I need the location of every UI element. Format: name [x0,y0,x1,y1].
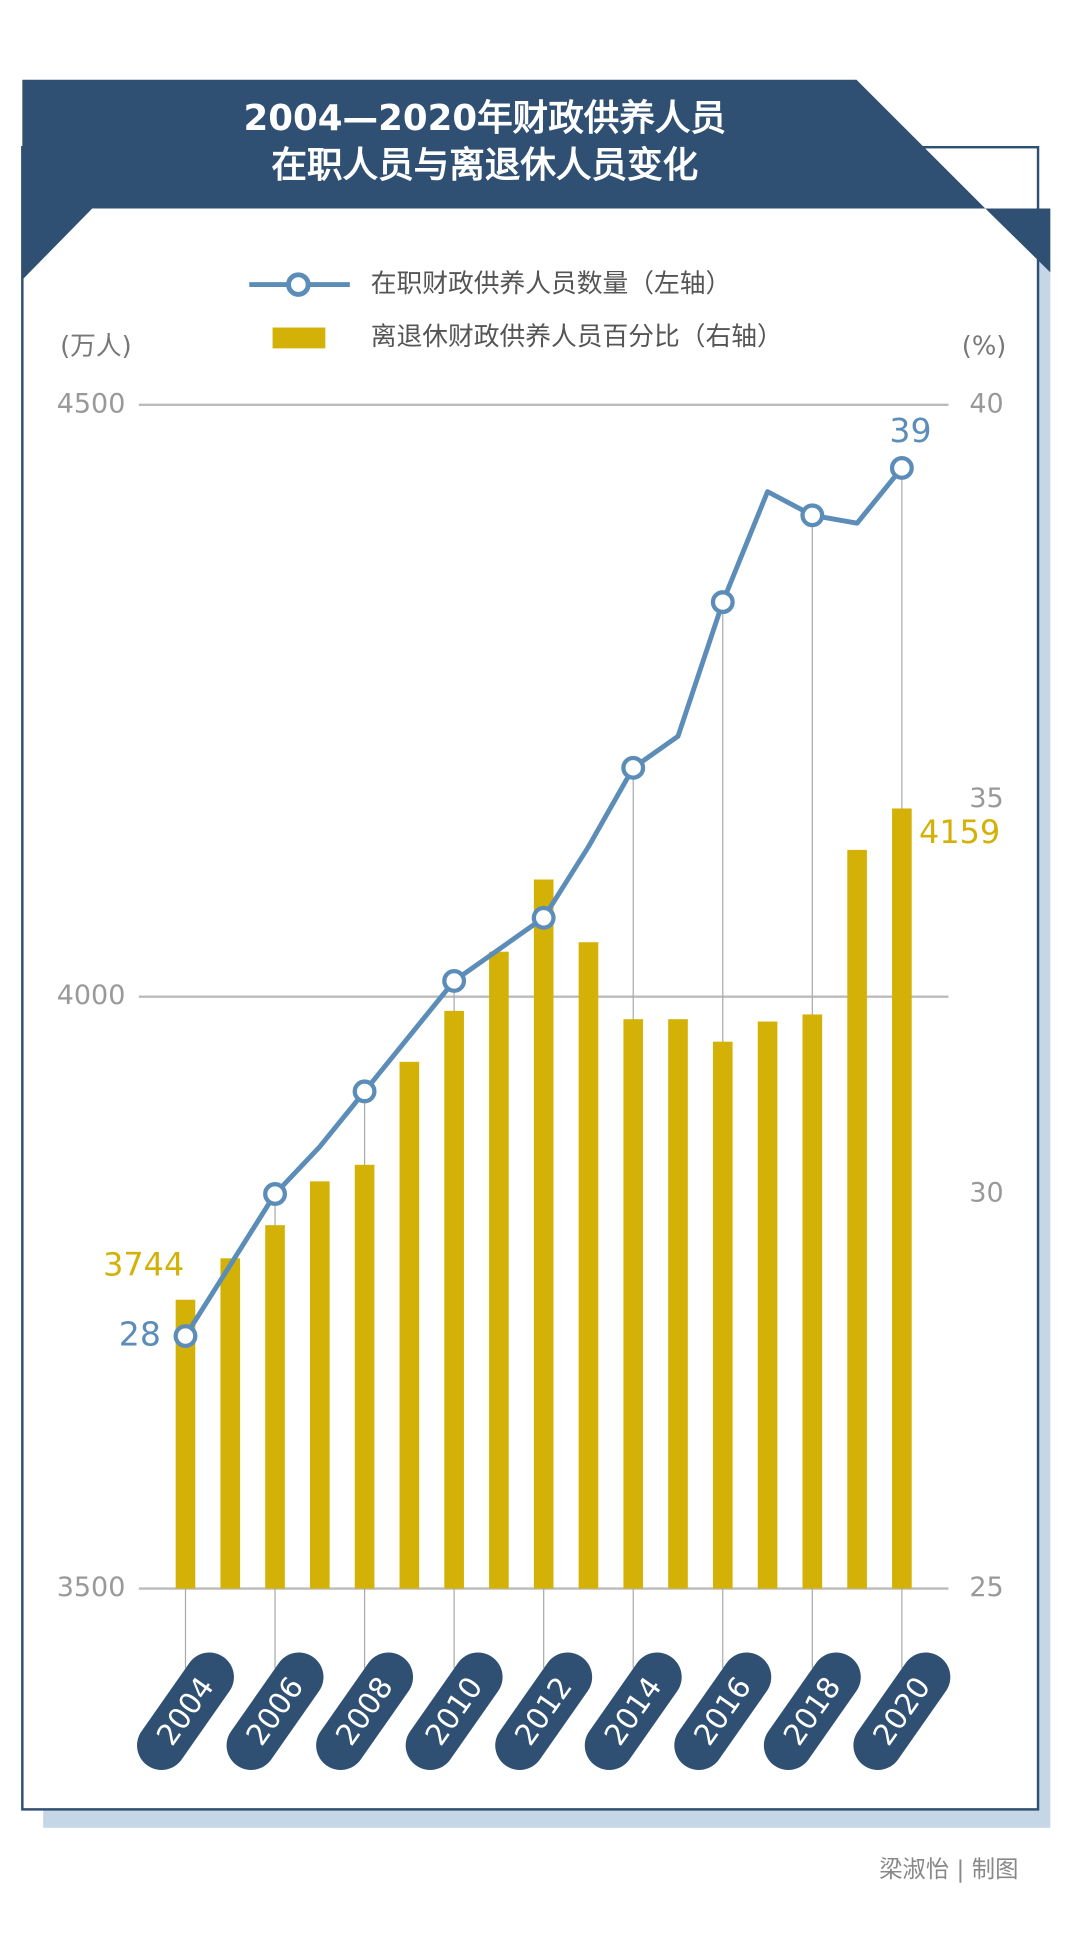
line-marker [352,1079,377,1104]
bar [399,1061,420,1589]
value-label: 39 [889,411,931,450]
legend-label: 离退休财政供养人员百分比（右轴） [371,322,783,352]
title: 2004—2020年财政供养人员 [244,98,726,139]
y-tick-label: 3500 [57,1572,126,1603]
line-marker [800,503,825,528]
y2-tick-label: 25 [969,1572,1003,1603]
pill [316,1652,414,1770]
bar [489,951,509,1589]
y2-tick-label: 40 [969,388,1003,419]
line-marker [263,1182,287,1206]
bar [892,808,912,1589]
line-marker [531,905,556,930]
bar [802,1014,823,1589]
pill [137,1652,234,1770]
bar [444,1010,464,1589]
value-label: 4159 [919,813,1000,851]
bar [533,879,554,1589]
value-label: 28 [119,1315,161,1354]
line-marker [442,968,467,993]
pill [763,1652,861,1770]
value-label: 3744 [103,1246,184,1284]
title-banner [22,79,986,280]
pill [853,1652,951,1770]
y2-tick-label: 35 [969,783,1003,814]
pill [584,1652,682,1770]
line-marker [173,1324,198,1349]
bar [712,1041,733,1589]
bar [578,942,599,1589]
bar [623,1019,644,1589]
legend-marker [286,272,311,297]
legend-label: 在职财政供养人员数量（左轴） [371,269,731,299]
pill [674,1652,772,1770]
pill [226,1652,324,1770]
y-axis-label: (万人) [60,332,132,362]
line-marker [889,455,914,480]
bar [309,1181,330,1589]
line-marker [621,755,646,780]
bar [354,1164,375,1589]
y2-axis-label: (%) [962,332,1007,362]
legend-swatch [272,327,326,349]
bar [668,1019,688,1589]
bar [847,849,867,1589]
bar [175,1299,196,1589]
bar [757,1021,778,1589]
y-tick-label: 4000 [57,980,126,1011]
title: 在职人员与离退休人员变化 [271,145,698,186]
pill [495,1652,593,1770]
panel [21,145,1040,1811]
line-marker [710,590,735,615]
pill [405,1652,503,1770]
credit: 梁淑怡 | 制图 [879,1856,1018,1883]
bar [265,1225,285,1589]
y2-tick-label: 30 [969,1177,1003,1208]
bar [220,1258,241,1589]
y-tick-label: 4500 [57,388,126,419]
